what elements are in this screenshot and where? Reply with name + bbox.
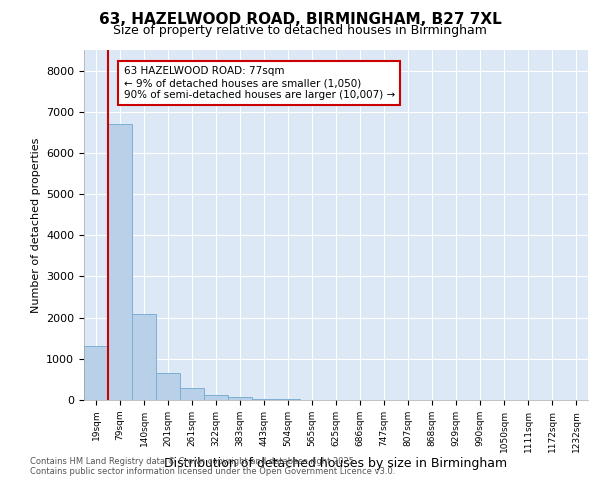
Y-axis label: Number of detached properties: Number of detached properties: [31, 138, 41, 312]
Bar: [156, 373, 180, 400]
Text: 63, HAZELWOOD ROAD, BIRMINGHAM, B27 7XL: 63, HAZELWOOD ROAD, BIRMINGHAM, B27 7XL: [98, 12, 502, 28]
Text: 63 HAZELWOOD ROAD: 77sqm
← 9% of detached houses are smaller (1,050)
90% of semi: 63 HAZELWOOD ROAD: 77sqm ← 9% of detache…: [124, 66, 395, 100]
Bar: [180, 388, 204, 400]
Text: Size of property relative to detached houses in Birmingham: Size of property relative to detached ho…: [113, 24, 487, 37]
X-axis label: Distribution of detached houses by size in Birmingham: Distribution of detached houses by size …: [164, 458, 508, 470]
Bar: [84, 346, 108, 400]
Text: Contains HM Land Registry data © Crown copyright and database right 2025.: Contains HM Land Registry data © Crown c…: [30, 458, 356, 466]
Bar: [252, 398, 276, 400]
Bar: [204, 395, 228, 400]
Bar: [276, 399, 300, 400]
Bar: [108, 124, 132, 400]
Bar: [132, 314, 156, 400]
Text: Contains public sector information licensed under the Open Government Licence v3: Contains public sector information licen…: [30, 468, 395, 476]
Bar: [228, 397, 252, 400]
